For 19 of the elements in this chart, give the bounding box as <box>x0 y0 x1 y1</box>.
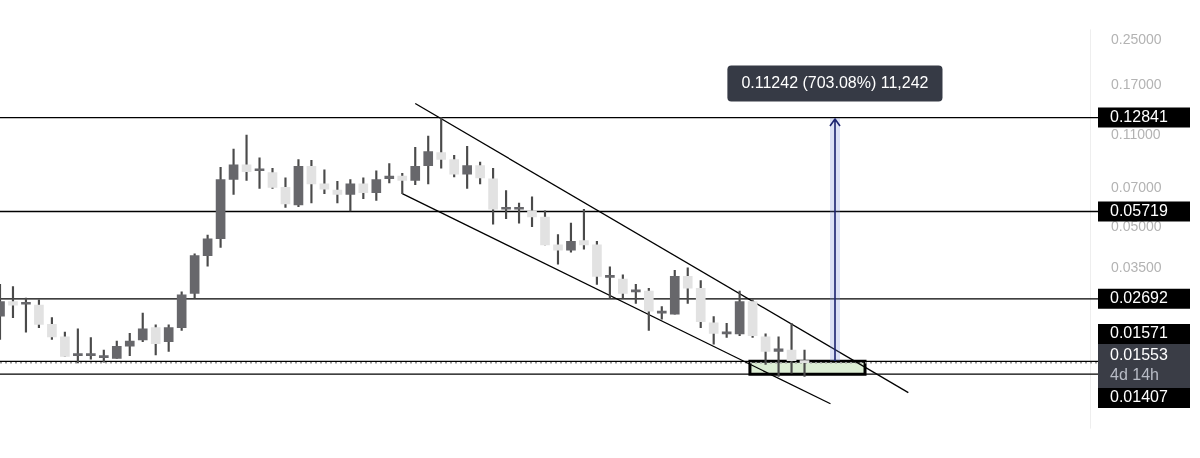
candlestick <box>786 323 797 374</box>
candlestick <box>241 134 252 181</box>
y-tick-label: 0.17000 <box>1111 75 1162 92</box>
ref-line-label: 0.01407 <box>1110 388 1168 406</box>
y-tick-label: 0.05000 <box>1111 217 1162 234</box>
candlestick <box>254 157 265 189</box>
y-tick-label: 0.07000 <box>1111 178 1162 195</box>
y-tick-label: 0.03500 <box>1111 259 1162 276</box>
ref-line-label: 0.01571 <box>1110 324 1168 342</box>
text: 4d 14h <box>1110 366 1159 384</box>
annotation: 0.11242 (703.08%) 11,242 <box>741 74 929 91</box>
y-tick-label: 0.11000 <box>1111 126 1161 143</box>
candlestick <box>799 349 810 377</box>
ref-line-label: 0.01553 <box>1110 346 1168 364</box>
ref-line-label: 0.02692 <box>1110 289 1168 307</box>
y-tick-label: 0.25000 <box>1111 31 1162 48</box>
ref-line-label: 0.12841 <box>1110 108 1168 125</box>
ref-line-label: 0.05719 <box>1110 201 1168 219</box>
candlestick <box>228 148 239 195</box>
